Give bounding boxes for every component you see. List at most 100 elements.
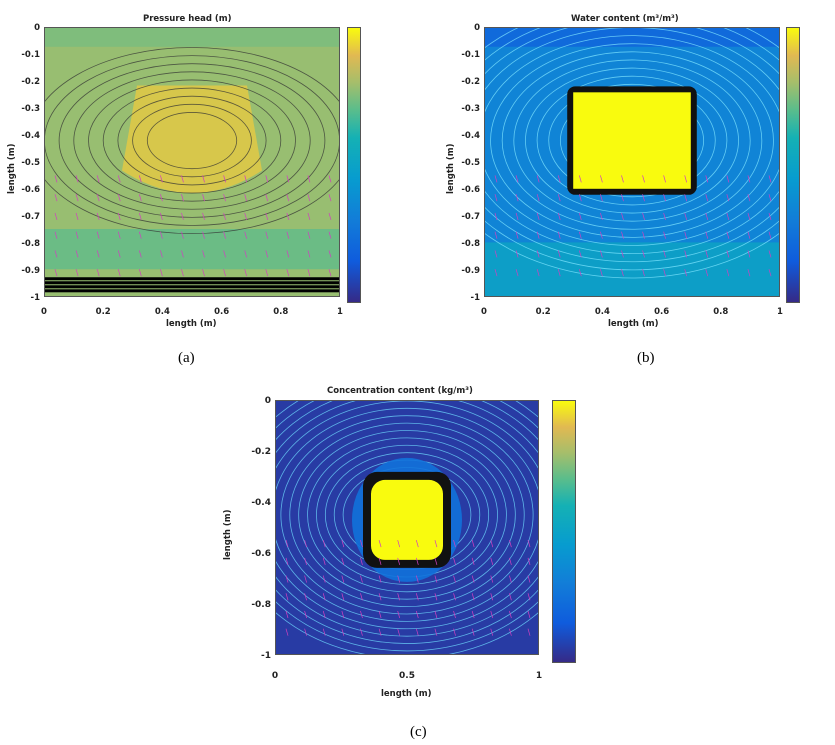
flow-arrow <box>54 194 58 202</box>
y-tick-label: -0.7 <box>21 212 40 222</box>
flow-arrow <box>378 593 382 601</box>
flow-arrow <box>515 269 519 277</box>
bottom-layer-line <box>45 285 339 289</box>
flow-arrow <box>494 269 498 277</box>
plume-core <box>371 479 443 560</box>
y-tick-label: -0.8 <box>461 239 480 249</box>
flow-arrow <box>322 628 326 636</box>
y-tick-label: -0.5 <box>21 158 40 168</box>
flow-arrow <box>138 194 142 202</box>
x-tick-label: 0 <box>481 307 487 317</box>
heatmap-plot <box>45 28 339 296</box>
flow-arrow <box>527 575 531 583</box>
contour-line <box>298 430 516 600</box>
bottom-layer-line <box>45 289 339 293</box>
flow-arrow <box>642 250 645 258</box>
y-tick-label: -0.6 <box>21 185 40 195</box>
y-tick-label: -0.7 <box>461 212 480 222</box>
field-lower-band <box>45 229 339 270</box>
flow-arrow <box>223 269 226 277</box>
contour-line <box>485 28 779 255</box>
flow-arrow <box>223 194 226 202</box>
flow-arrow <box>117 194 121 202</box>
flow-arrow <box>360 557 363 565</box>
y-tick-label: -1 <box>471 293 481 303</box>
flow-arrow <box>54 212 58 221</box>
flow-arrow <box>621 194 624 202</box>
flow-arrow <box>265 231 269 239</box>
flow-arrow <box>397 610 401 619</box>
y-tick-label: -0.5 <box>461 158 480 168</box>
contour-line <box>485 28 779 271</box>
flow-arrow <box>557 212 561 221</box>
flow-arrow <box>286 269 290 277</box>
flow-arrow <box>54 231 58 239</box>
flow-arrow <box>578 250 582 258</box>
y-tick-label: -0.1 <box>21 50 40 60</box>
flow-arrow <box>307 231 311 239</box>
y-axis-label: length (m) <box>446 143 456 194</box>
flow-arrow <box>304 557 307 565</box>
contour-line <box>525 67 739 214</box>
flow-arrow <box>578 194 582 202</box>
flow-arrow <box>490 540 494 548</box>
flow-arrow <box>202 231 205 239</box>
flow-arrow <box>415 557 419 565</box>
flow-arrow <box>244 231 248 239</box>
flow-arrow <box>285 557 289 565</box>
high-pressure-blob <box>122 85 262 194</box>
flow-arrow <box>265 212 269 221</box>
flow-arrow <box>138 269 142 277</box>
chart-title: Water content (m³/m³) <box>571 14 679 24</box>
flow-arrow <box>726 250 730 258</box>
flow-arrow <box>527 593 531 601</box>
y-axis-label: length (m) <box>7 143 17 194</box>
flow-arrow <box>360 593 363 601</box>
flow-arrow <box>705 250 709 258</box>
flow-arrow <box>160 212 163 221</box>
flow-arrow <box>223 231 226 239</box>
x-tick-label: 0.8 <box>273 307 288 317</box>
colorbar <box>347 27 361 303</box>
x-tick-label: 0.2 <box>96 307 111 317</box>
contour-line <box>45 47 339 235</box>
flow-arrow <box>378 628 382 636</box>
flow-arrow <box>726 269 730 277</box>
flow-arrow <box>360 610 363 619</box>
flow-arrow <box>494 231 498 239</box>
axis-ticks: 0-0.1-0.2-0.3-0.4-0.5-0.6-0.7-0.8-0.9-10… <box>21 23 343 317</box>
flow-arrow <box>621 269 624 277</box>
flow-arrow <box>415 575 419 583</box>
flow-arrow <box>621 250 624 258</box>
flow-arrow <box>509 593 512 601</box>
flow-arrow <box>181 231 184 239</box>
flow-arrow <box>360 628 363 636</box>
y-tick-label: 0 <box>474 23 480 33</box>
y-axis-label: length (m) <box>223 509 233 560</box>
flow-arrow <box>181 269 184 277</box>
contour-line <box>280 415 534 615</box>
field-top-band <box>485 28 779 47</box>
contour-line <box>501 51 763 230</box>
flow-arrow <box>378 575 382 583</box>
flow-arrow <box>747 212 751 221</box>
flow-arrow <box>304 575 307 583</box>
flow-arrow <box>642 175 645 183</box>
y-tick-label: -0.6 <box>461 185 480 195</box>
contour-line <box>132 103 252 178</box>
flow-arrow <box>96 212 100 221</box>
flow-arrow <box>705 269 709 277</box>
contour-line <box>316 444 498 585</box>
flow-arrow <box>223 175 226 183</box>
y-tick-label: -0.3 <box>21 104 40 114</box>
flow-arrow <box>415 628 419 636</box>
contour-line <box>536 75 728 206</box>
caption: (c) <box>410 724 427 740</box>
flow-arrow <box>378 557 382 565</box>
bottom-layer-line <box>45 281 339 285</box>
flow-arrow <box>494 194 498 202</box>
flow-arrow <box>96 269 100 277</box>
flow-arrow <box>684 250 688 258</box>
wet-zone <box>573 92 691 189</box>
flow-arrow <box>307 194 311 202</box>
